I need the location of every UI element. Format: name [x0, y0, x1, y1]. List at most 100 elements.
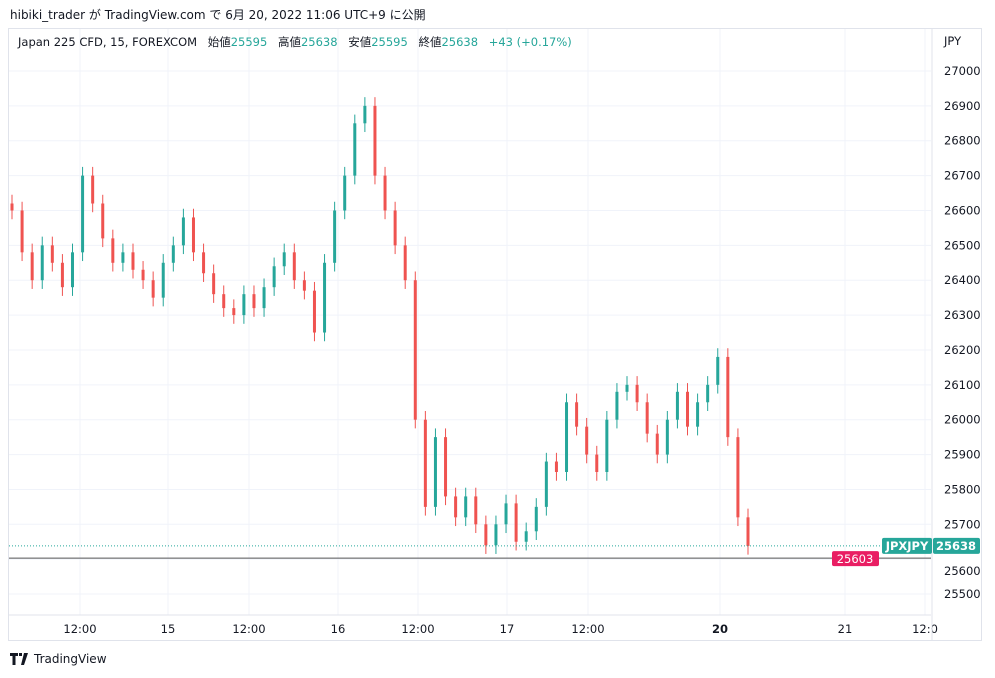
- candle-body: [726, 356, 730, 438]
- candle-body: [292, 252, 296, 281]
- candle-body: [595, 454, 599, 473]
- candle-body: [585, 426, 589, 455]
- candle-body: [222, 294, 226, 309]
- candle-body: [202, 252, 206, 274]
- y-tick-label: 26500: [944, 238, 981, 252]
- y-tick-label: 27000: [944, 64, 981, 78]
- candle-body: [514, 503, 518, 542]
- y-tick-label: 25900: [944, 448, 981, 462]
- chart-frame[interactable]: [8, 28, 982, 641]
- candle-body: [544, 461, 548, 507]
- candle-body: [323, 262, 327, 333]
- candle-body: [30, 252, 34, 281]
- candle-body: [736, 437, 740, 518]
- candle-body: [433, 437, 437, 507]
- candle-body: [494, 524, 498, 546]
- y-tick-label: 26400: [944, 273, 981, 287]
- candle-body: [60, 262, 64, 288]
- x-tick-label: 12:0: [912, 622, 938, 636]
- candle-body: [50, 245, 54, 263]
- candle-body: [665, 419, 669, 455]
- candle-body: [353, 123, 357, 176]
- candle-body: [111, 238, 115, 263]
- x-tick-label: 15: [161, 622, 176, 636]
- last-price-tag: [933, 537, 980, 554]
- x-tick-label: 12:00: [232, 622, 265, 636]
- candle-body: [645, 402, 649, 434]
- close-label: 終値: [418, 35, 442, 49]
- x-tick-label: 17: [500, 622, 515, 636]
- x-tick-label: 16: [331, 622, 346, 636]
- candle-body: [464, 496, 468, 518]
- candle-body: [716, 356, 720, 385]
- candle-body: [212, 273, 216, 295]
- candle-body: [575, 402, 579, 427]
- candle-body: [373, 105, 377, 176]
- x-tick-label: 12:00: [401, 622, 434, 636]
- low-label: 安値: [348, 35, 372, 49]
- y-tick-label: 25800: [944, 482, 981, 496]
- candle-body: [282, 252, 286, 267]
- candle-body: [40, 245, 44, 281]
- bid-price-tag: [832, 551, 879, 567]
- candle-body: [696, 402, 700, 427]
- candle-body: [171, 245, 175, 263]
- candle-body: [121, 252, 125, 263]
- candle-body: [615, 391, 619, 420]
- candle-body: [524, 531, 528, 542]
- candle-body: [343, 175, 347, 211]
- branding-text: TradingView: [34, 652, 107, 666]
- x-tick-label: 20: [712, 622, 728, 636]
- candle-body: [252, 294, 256, 309]
- change-value: +43 (+0.17%): [488, 35, 572, 49]
- candle-body: [635, 384, 639, 403]
- candle-body: [151, 280, 155, 298]
- x-tick-label: 21: [838, 622, 853, 636]
- tradingview-logo[interactable]: TradingView: [10, 652, 107, 666]
- candle-body: [746, 517, 750, 546]
- y-tick-label: 26000: [944, 413, 981, 427]
- candle-body: [686, 391, 690, 427]
- candle-body: [413, 280, 417, 420]
- bid-price-value: 25603: [837, 552, 874, 566]
- candle-body: [474, 496, 478, 525]
- candle-body: [554, 461, 558, 473]
- candle-body: [312, 290, 316, 333]
- candle-body: [484, 524, 488, 546]
- candle-body: [70, 252, 74, 288]
- candle-body: [91, 175, 95, 204]
- candle-body: [161, 262, 165, 298]
- candle-body: [141, 269, 145, 281]
- candle-body: [262, 287, 266, 309]
- y-tick-label: 25700: [944, 517, 981, 531]
- candle-body: [272, 266, 276, 288]
- candle-body: [454, 496, 458, 518]
- tradingview-icon: [10, 653, 28, 665]
- candle-body: [232, 308, 236, 316]
- y-tick-label: 26700: [944, 169, 981, 183]
- candle-body: [706, 384, 710, 403]
- symbol-label[interactable]: Japan 225 CFD, 15, FOREXCOM: [18, 35, 198, 49]
- open-value: 25595: [230, 35, 268, 49]
- candle-body: [383, 175, 387, 211]
- candle-body: [675, 391, 679, 420]
- candle-body: [504, 503, 508, 525]
- chart-legend: Japan 225 CFD, 15, FOREXCOM 始値25595 高値 25…: [18, 34, 572, 50]
- candle-body: [20, 210, 24, 253]
- y-tick-label: 26600: [944, 203, 981, 217]
- y-tick-label: 25600: [944, 564, 981, 578]
- symbol-tag-label: JPXJPY: [885, 539, 929, 553]
- close-value: 25638: [441, 35, 479, 49]
- candle-body: [363, 105, 367, 124]
- y-tick-label: 26300: [944, 308, 981, 322]
- x-tick-label: 12:00: [63, 622, 96, 636]
- high-label: 高値: [277, 35, 301, 49]
- y-tick-label: 26200: [944, 343, 981, 357]
- candle-body: [393, 210, 397, 246]
- currency-label: JPY: [943, 34, 962, 48]
- candle-body: [625, 384, 629, 392]
- candle-body: [444, 437, 448, 497]
- candle-body: [81, 175, 85, 253]
- open-label: 始値: [207, 35, 231, 49]
